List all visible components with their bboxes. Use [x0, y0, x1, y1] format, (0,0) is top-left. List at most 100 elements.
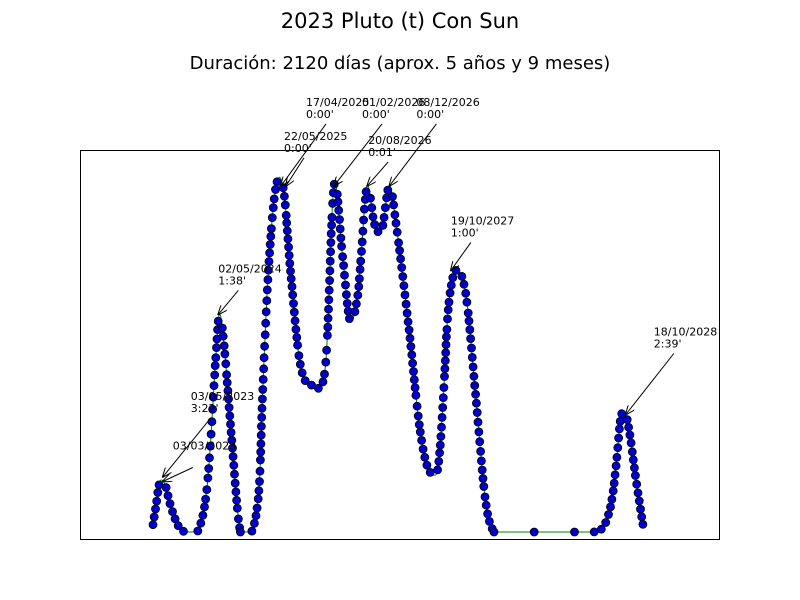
data-point	[638, 519, 648, 529]
data-point	[295, 359, 305, 369]
data-point	[281, 210, 291, 220]
data-point	[226, 427, 236, 437]
data-point	[228, 452, 238, 462]
data-point	[473, 417, 483, 427]
data-point	[203, 473, 213, 483]
data-point	[405, 333, 415, 343]
data-point	[286, 274, 296, 284]
data-point	[354, 282, 364, 292]
data-point	[264, 257, 274, 266]
data-point	[633, 488, 643, 498]
plot-area-frame	[80, 150, 720, 540]
data-point	[529, 527, 539, 537]
data-point	[313, 383, 323, 393]
data-point	[255, 466, 265, 476]
data-point	[379, 212, 389, 222]
data-point	[606, 502, 615, 512]
data-point	[325, 256, 335, 266]
data-point	[272, 177, 282, 187]
data-point	[441, 348, 451, 358]
data-point	[339, 261, 349, 270]
data-point	[611, 461, 621, 471]
data-point	[410, 383, 420, 393]
data-point	[152, 496, 162, 506]
data-point	[149, 512, 159, 522]
data-point	[232, 495, 242, 505]
data-point	[213, 316, 223, 326]
data-point	[269, 194, 279, 204]
annotation-date: 08/12/2026	[416, 96, 479, 109]
data-point	[622, 415, 632, 425]
data-point	[441, 332, 451, 342]
marker-layer	[148, 177, 648, 537]
data-point	[391, 218, 401, 228]
data-point	[198, 510, 208, 520]
data-point	[612, 452, 622, 462]
annotation-date: 22/05/2025	[284, 130, 347, 143]
data-point	[478, 474, 488, 483]
data-point	[262, 296, 272, 306]
annotation-date: 01/02/2026	[362, 96, 425, 109]
data-point	[446, 280, 456, 290]
data-point	[433, 465, 443, 475]
data-point	[380, 203, 390, 213]
data-point	[208, 392, 218, 402]
data-point	[601, 518, 611, 527]
data-point	[354, 274, 364, 284]
data-point	[442, 324, 452, 334]
data-point	[395, 246, 405, 255]
data-point	[613, 443, 623, 453]
data-point	[636, 504, 645, 514]
data-point	[464, 316, 474, 326]
annotation-arrow	[451, 242, 472, 270]
data-point	[286, 266, 295, 276]
data-point	[210, 361, 220, 371]
data-point	[350, 307, 360, 317]
data-point	[204, 464, 214, 473]
data-point	[290, 316, 300, 326]
annotation-arrow	[626, 353, 675, 415]
data-point	[258, 385, 268, 394]
data-point	[210, 370, 220, 380]
data-point	[338, 252, 348, 262]
data-point	[359, 204, 369, 214]
data-point	[422, 460, 432, 470]
annotation-arrow	[334, 123, 383, 186]
data-point	[437, 412, 447, 422]
annotation-time: 2:39'	[654, 338, 682, 351]
data-point	[327, 212, 337, 222]
annotation-time: 1:38'	[218, 274, 246, 287]
data-point	[408, 358, 418, 368]
data-point	[253, 494, 263, 504]
data-point	[256, 447, 266, 457]
annotation-time: 1:00'	[451, 226, 479, 239]
data-point	[607, 494, 617, 504]
data-point	[222, 370, 232, 380]
data-point	[271, 185, 280, 194]
data-point	[148, 520, 158, 530]
data-point	[211, 353, 221, 363]
data-point	[205, 453, 214, 463]
data-point	[614, 433, 623, 443]
data-point	[388, 192, 397, 202]
annotation-time: 3:22'	[191, 402, 219, 415]
data-point	[291, 324, 301, 334]
data-point	[226, 419, 235, 429]
data-point	[390, 210, 400, 220]
data-point	[323, 313, 333, 323]
data-point	[221, 359, 231, 369]
data-point	[212, 343, 221, 353]
data-point	[394, 238, 404, 248]
data-point	[337, 241, 347, 251]
annotation-arrow	[389, 123, 437, 186]
data-point	[265, 248, 275, 258]
data-point	[445, 288, 455, 298]
data-point	[287, 282, 297, 292]
data-point	[300, 376, 310, 386]
data-point	[282, 226, 292, 236]
